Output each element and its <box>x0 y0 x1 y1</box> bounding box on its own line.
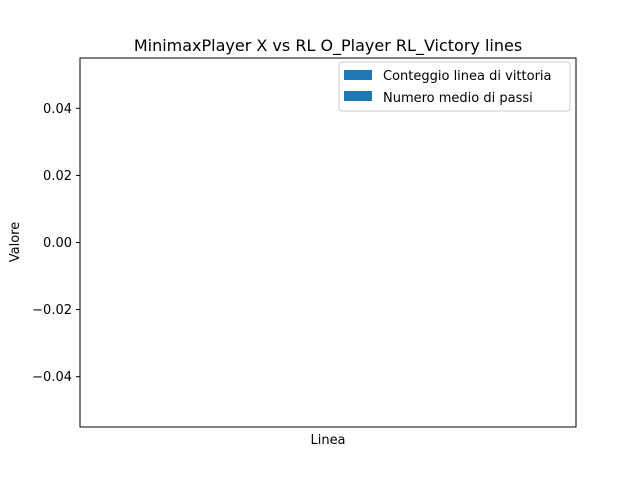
y-tick-label: −0.04 <box>32 370 72 385</box>
legend-label-numero: Numero medio di passi <box>383 91 533 106</box>
legend: Conteggio linea di vittoria Numero medio… <box>338 61 571 112</box>
y-tick-label: 0.00 <box>43 236 72 251</box>
y-axis-ticks: −0.04 −0.02 0.00 0.02 0.04 <box>32 102 80 385</box>
x-axis-label: Linea <box>310 433 345 448</box>
chart-title: MinimaxPlayer X vs RL O_Player RL_Victor… <box>134 36 522 56</box>
legend-swatch-conteggio <box>344 70 372 80</box>
legend-label-conteggio: Conteggio linea di vittoria <box>383 69 552 84</box>
y-tick-label: 0.02 <box>43 169 72 184</box>
legend-frame <box>338 61 571 112</box>
plot-area <box>79 57 577 428</box>
y-tick-label: −0.02 <box>32 303 72 318</box>
y-axis-label: Valore <box>8 222 23 262</box>
legend-swatch-numero <box>344 91 372 101</box>
y-tick-label: 0.04 <box>43 102 72 117</box>
